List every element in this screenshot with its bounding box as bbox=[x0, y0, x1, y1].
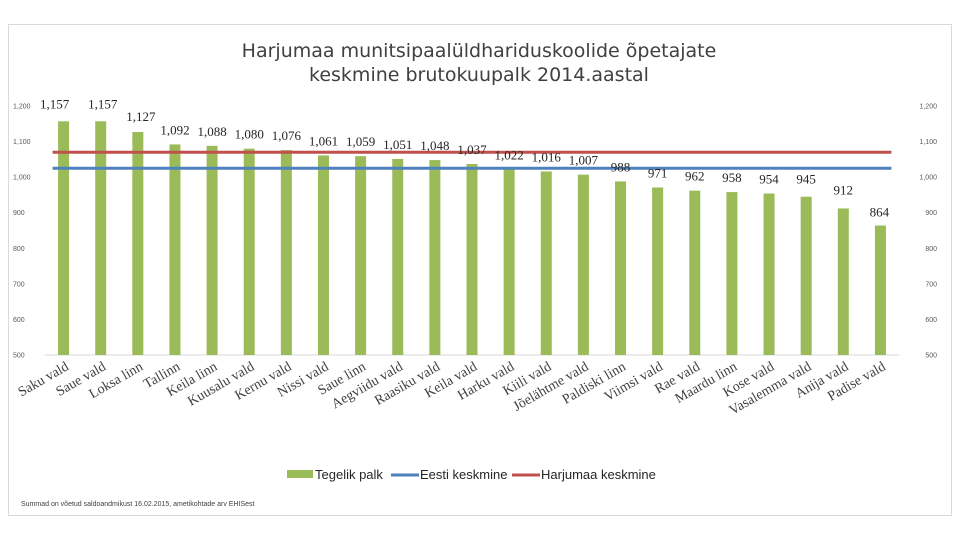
bar bbox=[392, 159, 404, 355]
legend: Tegelik palk Eesti keskmine Harjumaa keskm… bbox=[287, 467, 656, 482]
data-label: 1,007 bbox=[569, 153, 599, 168]
legend-swatch-bar bbox=[287, 470, 313, 478]
bar bbox=[837, 208, 849, 355]
bar bbox=[503, 169, 515, 355]
bar bbox=[169, 144, 181, 355]
y-tick-label-left: 900 bbox=[13, 210, 25, 217]
chart-frame: Harjumaa munitsipaalüldhariduskoolide õp… bbox=[8, 24, 952, 516]
data-label: 912 bbox=[834, 182, 854, 197]
data-label: 971 bbox=[648, 165, 668, 180]
bar bbox=[540, 171, 552, 355]
bar bbox=[689, 190, 701, 355]
data-label: 1,022 bbox=[495, 147, 524, 162]
bar bbox=[800, 196, 812, 355]
y-tick-label-right: 1,000 bbox=[919, 175, 937, 182]
y-tick-label-left: 1,100 bbox=[13, 139, 31, 146]
legend-label: Harjumaa keskmine bbox=[541, 467, 656, 482]
y-tick-label-left: 500 bbox=[13, 353, 25, 360]
bar bbox=[355, 156, 367, 355]
bar bbox=[317, 155, 329, 355]
y-tick-label-right: 800 bbox=[925, 246, 937, 253]
data-label: 1,157 bbox=[88, 96, 118, 111]
data-label: 1,088 bbox=[197, 124, 226, 139]
data-label: 1,037 bbox=[457, 142, 487, 157]
data-label: 1,092 bbox=[160, 122, 189, 137]
data-label: 962 bbox=[685, 169, 705, 184]
data-label: 1,051 bbox=[383, 137, 412, 152]
y-tick-label-right: 1,200 bbox=[919, 104, 937, 111]
data-label: 1,016 bbox=[532, 149, 562, 164]
data-label: 1,157 bbox=[40, 96, 70, 111]
y-tick-label-right: 600 bbox=[925, 317, 937, 324]
y-axis-right: 500 600 700 800 900 1,000 1,100 1,200 bbox=[919, 104, 937, 360]
bar bbox=[243, 148, 255, 355]
chart-title-line: Harjumaa munitsipaalüldhariduskoolide õp… bbox=[242, 40, 717, 62]
y-tick-label-right: 1,100 bbox=[919, 139, 937, 146]
bar-series bbox=[58, 121, 886, 355]
data-label: 945 bbox=[796, 172, 816, 187]
bar bbox=[577, 174, 589, 355]
y-tick-label-left: 800 bbox=[13, 246, 25, 253]
data-label: 988 bbox=[611, 159, 631, 174]
bar bbox=[763, 193, 775, 355]
y-tick-label-left: 700 bbox=[13, 281, 25, 288]
y-axis-left: 500 600 700 800 900 1,000 1,100 1,200 bbox=[13, 104, 31, 360]
data-label: 1,076 bbox=[272, 128, 302, 143]
bar bbox=[874, 225, 886, 355]
bar-chart: Harjumaa munitsipaalüldhariduskoolide õp… bbox=[13, 40, 937, 508]
data-label: 1,048 bbox=[420, 138, 449, 153]
data-label: 958 bbox=[722, 170, 742, 185]
bar bbox=[615, 181, 627, 355]
bar bbox=[652, 187, 664, 355]
bar bbox=[95, 121, 107, 355]
bar bbox=[206, 145, 218, 355]
chart-title: Harjumaa munitsipaalüldhariduskoolide õp… bbox=[242, 40, 717, 86]
y-tick-label-right: 900 bbox=[925, 210, 937, 217]
y-tick-label-left: 1,200 bbox=[13, 104, 31, 111]
bar bbox=[429, 160, 441, 355]
data-label: 954 bbox=[759, 172, 779, 187]
y-tick-label-right: 700 bbox=[925, 281, 937, 288]
average-lines bbox=[52, 150, 892, 170]
chart-title-line: keskmine brutokuupalk 2014.aastal bbox=[309, 64, 649, 86]
legend-label: Eesti keskmine bbox=[420, 467, 507, 482]
bar bbox=[466, 163, 478, 355]
y-tick-label-right: 500 bbox=[925, 353, 937, 360]
data-label: 1,059 bbox=[346, 134, 375, 149]
data-label: 1,061 bbox=[309, 133, 338, 148]
data-label: 1,127 bbox=[126, 109, 156, 124]
bar bbox=[280, 150, 292, 355]
bar bbox=[132, 131, 144, 355]
data-labels: 1,157 1,157 1,127 1,092 1,088 1,080 1,076 1,061… bbox=[40, 96, 890, 219]
data-label: 864 bbox=[870, 205, 890, 220]
y-tick-label-left: 1,000 bbox=[13, 175, 31, 182]
data-label: 1,080 bbox=[235, 127, 264, 142]
bar bbox=[726, 192, 738, 355]
y-tick-label-left: 600 bbox=[13, 317, 25, 324]
footnote: Summad on võetud saldoandmikust 16.02.20… bbox=[21, 501, 255, 508]
legend-label: Tegelik palk bbox=[315, 467, 383, 482]
bar bbox=[58, 121, 70, 355]
